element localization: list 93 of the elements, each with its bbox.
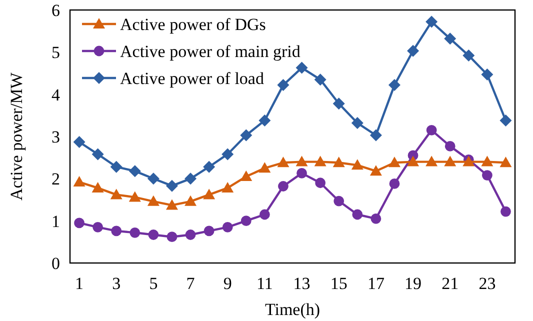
- x-tick-label: 11: [256, 274, 273, 293]
- point: [426, 16, 438, 28]
- point: [370, 129, 382, 142]
- point: [500, 206, 511, 217]
- point: [481, 68, 494, 81]
- point: [130, 227, 140, 238]
- y-tick-label: 0: [52, 254, 60, 273]
- x-tick-label: 9: [223, 274, 232, 293]
- x-tick-label: 17: [367, 274, 385, 293]
- y-tick-label: 3: [52, 127, 60, 146]
- point: [314, 156, 326, 166]
- legend-label: Active power of DGs: [120, 14, 266, 34]
- point: [110, 188, 122, 200]
- x-tick-label: 13: [293, 274, 310, 293]
- point: [258, 114, 271, 126]
- point: [185, 230, 196, 240]
- point: [370, 214, 382, 224]
- point: [314, 74, 326, 86]
- point: [444, 156, 456, 166]
- point: [73, 176, 86, 187]
- point: [92, 222, 104, 232]
- point: [147, 195, 160, 206]
- point: [184, 172, 197, 185]
- point: [240, 170, 252, 182]
- y-tick-label: 2: [52, 170, 60, 189]
- point: [110, 160, 122, 173]
- point: [184, 195, 197, 206]
- x-tick-label: 1: [75, 274, 84, 293]
- x-tick-label: 7: [186, 274, 196, 293]
- point: [482, 170, 492, 180]
- x-tick-label: 3: [112, 274, 121, 293]
- point: [462, 50, 475, 62]
- point: [500, 114, 512, 126]
- point: [222, 148, 234, 160]
- point: [147, 172, 160, 185]
- point: [277, 156, 290, 168]
- point: [92, 148, 104, 160]
- point: [315, 178, 326, 188]
- point: [128, 191, 141, 202]
- point: [222, 182, 234, 192]
- point: [148, 230, 159, 240]
- point: [166, 180, 178, 192]
- point: [222, 222, 233, 232]
- x-tick-label: 5: [149, 274, 158, 293]
- y-tick-label: 5: [52, 43, 60, 62]
- x-tick-label: 19: [404, 274, 422, 293]
- legend-label: Active power of load: [120, 68, 264, 88]
- point: [500, 156, 512, 168]
- legend-label: Active power of main grid: [120, 42, 301, 61]
- point: [388, 156, 400, 168]
- point: [444, 32, 456, 45]
- point: [240, 216, 252, 226]
- point: [111, 226, 122, 236]
- point: [481, 156, 494, 166]
- x-axis-title: Time(h): [264, 300, 320, 319]
- point: [407, 44, 420, 57]
- x-tick-label: 23: [478, 274, 496, 293]
- point: [296, 156, 308, 166]
- point: [296, 62, 308, 74]
- point: [351, 159, 364, 170]
- point: [204, 226, 214, 236]
- point: [92, 182, 104, 192]
- y-axis-title: Active power/MW: [7, 72, 26, 200]
- point: [407, 156, 420, 166]
- point: [278, 181, 288, 192]
- point: [426, 156, 438, 166]
- point: [389, 178, 400, 189]
- point: [203, 188, 216, 200]
- point: [166, 232, 178, 242]
- point: [332, 98, 345, 110]
- point: [73, 136, 86, 148]
- point: [203, 160, 216, 173]
- point: [334, 196, 344, 206]
- x-tick-label: 21: [442, 274, 459, 293]
- point: [426, 124, 437, 136]
- point: [74, 218, 84, 228]
- y-tick-label: 6: [52, 0, 60, 20]
- point: [258, 162, 271, 173]
- point: [388, 79, 400, 92]
- point: [370, 165, 382, 176]
- point: [296, 168, 307, 178]
- y-tick-label: 4: [52, 85, 60, 104]
- point: [240, 129, 252, 142]
- point: [128, 165, 141, 178]
- point: [259, 209, 270, 220]
- point: [332, 156, 345, 168]
- point: [166, 199, 178, 210]
- y-tick-label: 1: [52, 212, 60, 231]
- point: [277, 79, 290, 92]
- point: [444, 141, 456, 152]
- point: [351, 117, 364, 130]
- x-tick-label: 15: [330, 274, 348, 293]
- point: [352, 209, 363, 220]
